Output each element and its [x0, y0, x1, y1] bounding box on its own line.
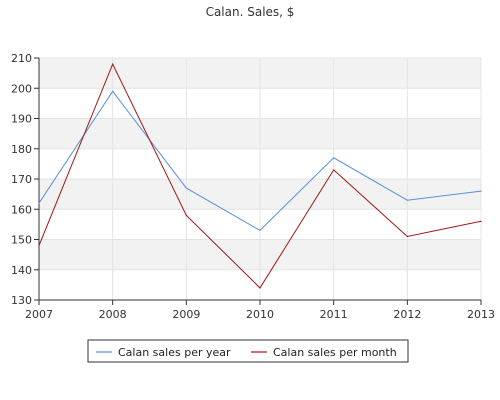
x-tick-labels: 2007 2008 2009 2010 2011 2012 2013 [25, 308, 495, 321]
series-2-point [333, 169, 335, 171]
y-tick-label: 210 [11, 52, 32, 65]
series-1-point [112, 90, 114, 92]
y-tick-labels: 130 140 150 160 170 180 190 200 210 [11, 52, 32, 307]
series-1-point [38, 202, 40, 204]
legend-box [87, 339, 409, 363]
series-2-point [259, 287, 261, 289]
series-1-point [259, 229, 261, 232]
axes [34, 57, 482, 305]
y-tick-label: 130 [11, 294, 32, 307]
series-1-point [406, 199, 408, 201]
x-tick-label: 2011 [320, 308, 348, 321]
series-2-point [112, 63, 114, 65]
x-tick-label: 2009 [172, 308, 200, 321]
x-tick-label: 2012 [393, 308, 421, 321]
series-1-point [480, 190, 482, 192]
legend-label-series-1: Calan sales per year [118, 346, 231, 359]
y-tick-label: 140 [11, 264, 32, 277]
y-tick-label: 180 [11, 143, 32, 156]
series-1-point [333, 157, 335, 159]
y-tick-label: 190 [11, 113, 32, 126]
x-tick-label: 2010 [246, 308, 274, 321]
series-2-point [406, 235, 408, 238]
chart-title: Calan. Sales, $ [206, 5, 295, 19]
legend-label-series-2: Calan sales per month [273, 346, 397, 359]
series-1-point [185, 187, 187, 189]
y-tick-label: 160 [11, 203, 32, 216]
series-2-point [480, 220, 482, 222]
y-tick-label: 170 [11, 173, 32, 186]
y-tick-label: 200 [11, 82, 32, 95]
series-2-point [185, 214, 187, 216]
y-tick-label: 150 [11, 234, 32, 247]
series-2-point [38, 244, 40, 247]
x-tick-label: 2013 [467, 308, 495, 321]
series-lines [38, 62, 482, 289]
x-tick-label: 2007 [25, 308, 53, 321]
x-tick-label: 2008 [99, 308, 127, 321]
legend: Calan sales per year Calan sales per mon… [87, 339, 409, 363]
